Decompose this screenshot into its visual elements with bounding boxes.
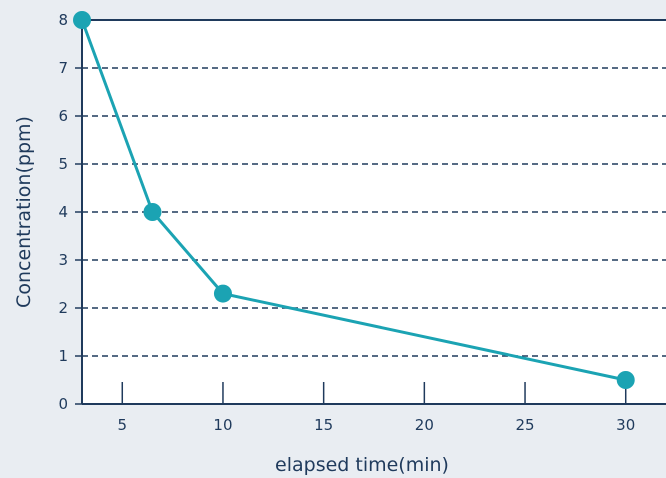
- x-tick-label-10: 10: [213, 416, 232, 434]
- x-tick-label-20: 20: [415, 416, 434, 434]
- x-tick-label-30: 30: [616, 416, 635, 434]
- y-tick-label-5: 5: [58, 155, 68, 173]
- y-tick-label-6: 6: [58, 107, 68, 125]
- y-tick-label-7: 7: [58, 59, 68, 77]
- x-axis-title: elapsed time(min): [275, 454, 449, 476]
- y-axis-title: Concentration(ppm): [13, 116, 35, 308]
- data-point-3: [616, 371, 635, 389]
- y-tick-label-8: 8: [58, 11, 68, 29]
- y-tick-label-1: 1: [58, 347, 68, 365]
- data-point-1: [143, 203, 162, 221]
- data-point-2: [213, 284, 232, 303]
- series-line-0: [80, 19, 627, 382]
- grid-lines: [82, 67, 666, 357]
- series-group: [73, 11, 635, 389]
- y-tick-label-2: 2: [58, 299, 68, 317]
- y-tick-label-3: 3: [58, 251, 68, 269]
- y-tick-label-4: 4: [58, 203, 68, 221]
- x-tick-label-5: 5: [118, 416, 128, 434]
- x-tick-label-15: 15: [314, 416, 333, 434]
- y-tick-label-0: 0: [58, 395, 68, 413]
- ticks: 0 1 2 3 4 5 6 7 8 5 10 15 20 25 30: [58, 11, 635, 434]
- data-point-0: [73, 11, 91, 29]
- x-tick-label-25: 25: [515, 416, 534, 434]
